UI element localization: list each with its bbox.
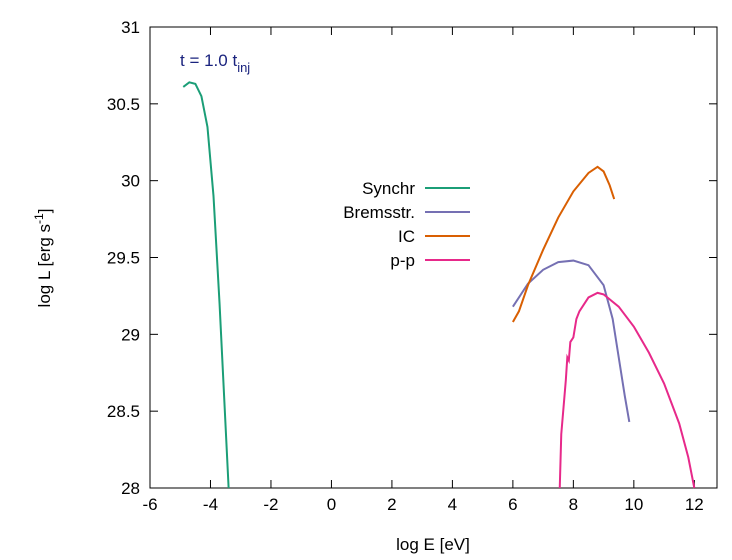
annotation-text: t = 1.0 t bbox=[180, 51, 237, 70]
y-tick-label: 28 bbox=[121, 479, 140, 498]
x-tick-label: 8 bbox=[569, 495, 578, 514]
y-tick-label: 29.5 bbox=[107, 249, 140, 268]
line-series bbox=[512, 165, 616, 323]
legend-label: Synchr bbox=[362, 179, 415, 198]
x-tick-label: 0 bbox=[327, 495, 336, 514]
x-tick-label: 12 bbox=[685, 495, 704, 514]
y-label-suffix: ] bbox=[35, 209, 54, 214]
annotation: t = 1.0 tinj bbox=[180, 51, 250, 75]
legend-label: Bremsstr. bbox=[343, 203, 415, 222]
y-label-sup: -1 bbox=[32, 213, 46, 224]
plot-frame bbox=[149, 26, 718, 489]
y-tick-label: 30.5 bbox=[107, 95, 140, 114]
x-tick-label: -2 bbox=[263, 495, 278, 514]
x-tick-label: -6 bbox=[142, 495, 157, 514]
legend-label: p-p bbox=[390, 251, 415, 270]
y-tick-label: 29 bbox=[121, 325, 140, 344]
y-label-text: log L [erg s bbox=[35, 224, 54, 307]
annotation-sub: inj bbox=[237, 60, 250, 75]
y-tick-label: 31 bbox=[121, 18, 140, 37]
y-tick-label: 28.5 bbox=[107, 402, 140, 421]
x-tick-label: 4 bbox=[448, 495, 457, 514]
x-tick-label: 10 bbox=[624, 495, 643, 514]
line-series bbox=[558, 291, 696, 489]
y-axis-label: log L [erg s-1] bbox=[32, 209, 54, 308]
line-series bbox=[512, 259, 631, 423]
x-axis-label: log E [eV] bbox=[396, 535, 470, 554]
legend-label: IC bbox=[398, 227, 415, 246]
x-tick-label: 2 bbox=[387, 495, 396, 514]
y-tick-label: 30 bbox=[121, 172, 140, 191]
line-series bbox=[182, 81, 230, 489]
x-tick-label: -4 bbox=[203, 495, 218, 514]
x-tick-label: 6 bbox=[508, 495, 517, 514]
